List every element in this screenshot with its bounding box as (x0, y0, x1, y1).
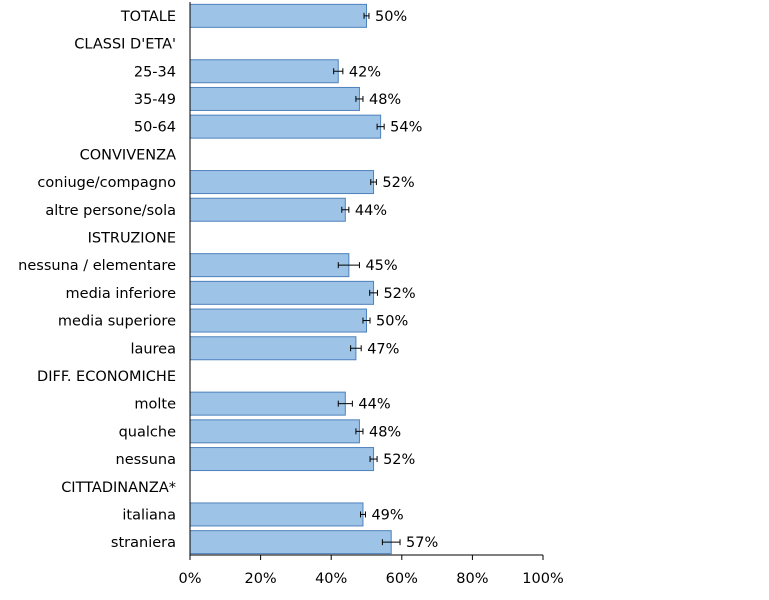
category-label: altre persone/sola (45, 203, 176, 219)
data-label: 47% (367, 341, 399, 357)
data-label: 44% (355, 203, 387, 219)
data-label: 50% (376, 314, 408, 330)
category-label: 25-34 (134, 64, 176, 80)
x-tick-label: 40% (315, 571, 347, 587)
bar (189, 59, 339, 84)
bar (189, 170, 375, 195)
bar (189, 114, 382, 139)
data-label: 48% (369, 92, 401, 108)
data-label: 54% (390, 120, 422, 136)
group-header-label: CONVIVENZA (80, 147, 176, 163)
bar (189, 336, 357, 361)
x-tick-label: 60% (386, 571, 418, 587)
bar (189, 197, 346, 222)
bar (189, 3, 367, 28)
group-header-label: DIFF. ECONOMICHE (37, 369, 176, 385)
category-label: media superiore (58, 314, 176, 330)
bar (189, 308, 367, 333)
bar (189, 86, 360, 111)
x-tick-label: 0% (178, 571, 201, 587)
bar (189, 253, 350, 278)
data-label: 50% (375, 9, 407, 25)
bar (189, 502, 364, 527)
bar (189, 530, 392, 555)
category-label: coniuge/compagno (37, 175, 176, 191)
category-label: TOTALE (120, 9, 176, 25)
group-header-label: CITTADINANZA* (61, 480, 176, 496)
group-header-label: ISTRUZIONE (88, 230, 176, 246)
category-label: italiana (122, 507, 176, 523)
x-tick-label: 80% (456, 571, 488, 587)
bar (189, 419, 360, 444)
x-tick-label: 20% (244, 571, 276, 587)
data-label: 44% (358, 397, 390, 413)
data-label: 52% (382, 175, 414, 191)
category-label: media inferiore (66, 286, 177, 302)
bar (189, 447, 375, 472)
category-label: laurea (130, 341, 176, 357)
data-label: 42% (349, 64, 381, 80)
group-header-label: CLASSI D'ETA' (74, 37, 176, 53)
category-label: molte (134, 397, 176, 413)
category-label: nessuna / elementare (18, 258, 176, 274)
category-label: nessuna (116, 452, 177, 468)
category-label: qualche (119, 424, 176, 440)
bar (189, 280, 375, 305)
x-tick-label: 100% (522, 571, 563, 587)
category-label: straniera (111, 535, 176, 551)
category-label: 35-49 (134, 92, 176, 108)
data-label: 52% (383, 452, 415, 468)
data-label: 49% (371, 507, 403, 523)
data-label: 48% (369, 424, 401, 440)
category-label: 50-64 (134, 120, 176, 136)
bar (189, 391, 346, 416)
data-label: 45% (365, 258, 397, 274)
data-label: 52% (383, 286, 415, 302)
data-label: 57% (406, 535, 438, 551)
